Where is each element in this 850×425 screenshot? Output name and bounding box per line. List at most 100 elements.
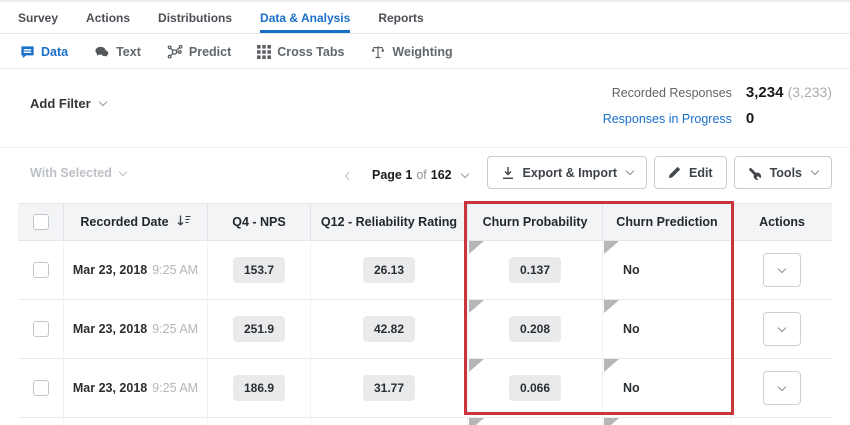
text-chat-icon bbox=[94, 45, 110, 60]
predict-network-icon bbox=[167, 44, 183, 60]
subnav-tab-label: Cross Tabs bbox=[277, 45, 345, 59]
with-selected-label: With Selected bbox=[30, 166, 112, 180]
table-row: Mar 23, 2018 9:25 AM 251.9 42.82 0.208 No bbox=[18, 300, 832, 359]
predicted-value-corner-marker bbox=[469, 241, 484, 254]
recorded-responses-label: Recorded Responses bbox=[611, 86, 732, 100]
sort-descending-icon[interactable] bbox=[177, 215, 191, 230]
column-label: Recorded Date bbox=[80, 215, 169, 229]
page-of-label: of bbox=[416, 168, 427, 182]
row-checkbox[interactable] bbox=[32, 380, 49, 396]
value-pill: 251.9 bbox=[232, 316, 286, 342]
responses-in-progress-link[interactable]: Responses in Progress bbox=[602, 112, 732, 126]
actions-cell bbox=[731, 241, 832, 299]
time-text: 9:25 AM bbox=[152, 381, 199, 395]
chevron-down-icon bbox=[98, 97, 107, 107]
toolbar-buttons: Export & Import Edit Tools bbox=[486, 156, 832, 189]
tools-button[interactable]: Tools bbox=[733, 156, 832, 189]
row-select-cell bbox=[18, 300, 63, 358]
column-header-recorded-date[interactable]: Recorded Date bbox=[63, 204, 207, 240]
column-header-churn-probability[interactable]: Churn Probability bbox=[467, 204, 602, 240]
cross-tabs-grid-icon bbox=[257, 45, 272, 59]
add-filter-label: Add Filter bbox=[30, 96, 91, 111]
row-actions-dropdown-button[interactable] bbox=[763, 312, 801, 346]
column-header-churn-prediction[interactable]: Churn Prediction bbox=[602, 204, 731, 240]
recorded-date-cell: Mar 23, 2018 9:25 AM bbox=[63, 359, 207, 417]
table-row: Mar 23, 2018 9:25 AM 186.9 31.77 0.066 No bbox=[18, 359, 832, 418]
prediction-text: No bbox=[623, 263, 640, 277]
top-nav: Survey Actions Distributions Data & Anal… bbox=[0, 0, 850, 34]
add-filter-dropdown[interactable]: Add Filter bbox=[30, 96, 107, 111]
predicted-value-corner-marker bbox=[469, 418, 484, 425]
prediction-text: No bbox=[623, 322, 640, 336]
download-icon bbox=[501, 166, 515, 180]
value-pill: 26.13 bbox=[362, 257, 416, 283]
row-actions-dropdown-button[interactable] bbox=[763, 253, 801, 287]
page-selector[interactable]: Page 1 of 162 bbox=[372, 168, 469, 182]
value-pill: 31.77 bbox=[362, 375, 416, 401]
previous-page-arrow-icon[interactable] bbox=[343, 163, 355, 187]
recorded-responses-value: 3,234 (3,233) bbox=[746, 84, 832, 101]
predicted-value-corner-marker bbox=[604, 241, 619, 254]
value-pill: 42.82 bbox=[362, 316, 416, 342]
row-checkbox[interactable] bbox=[32, 262, 49, 278]
time-text: 9:25 AM bbox=[152, 322, 199, 336]
time-text: 9:25 AM bbox=[152, 263, 199, 277]
date-text: Mar 23, 2018 bbox=[72, 381, 148, 395]
churn-probability-cell: 0.066 bbox=[467, 359, 602, 417]
reliability-cell bbox=[310, 418, 467, 425]
edit-button[interactable]: Edit bbox=[653, 156, 727, 189]
subnav-tab-label: Weighting bbox=[392, 45, 453, 59]
recorded-count-secondary: (3,233) bbox=[787, 84, 832, 100]
in-progress-value: 0 bbox=[745, 110, 755, 127]
export-import-button[interactable]: Export & Import bbox=[486, 156, 647, 189]
responses-table: Recorded Date Q4 - NPS Q12 - Reliability… bbox=[18, 203, 832, 425]
table-row: Mar 23, 2018 9:25 AM 153.7 26.13 0.137 No bbox=[18, 241, 832, 300]
export-import-label: Export & Import bbox=[522, 165, 617, 180]
predicted-value-corner-marker bbox=[604, 300, 619, 313]
chevron-down-icon bbox=[777, 264, 787, 273]
column-header-q12-reliability[interactable]: Q12 - Reliability Rating bbox=[310, 204, 467, 240]
row-select-cell bbox=[18, 418, 63, 425]
subnav-tab-data[interactable]: Data bbox=[20, 45, 68, 60]
date-text: Mar 23, 2018 bbox=[72, 263, 148, 277]
actions-cell bbox=[731, 359, 832, 417]
subnav-tab-label: Predict bbox=[188, 45, 232, 59]
subnav-tab-cross-tabs[interactable]: Cross Tabs bbox=[257, 45, 344, 59]
select-all-checkbox[interactable] bbox=[32, 214, 49, 230]
actions-cell bbox=[731, 300, 832, 358]
row-actions-dropdown-button[interactable] bbox=[763, 371, 801, 405]
chevron-down-icon bbox=[777, 323, 787, 332]
predicted-value-corner-marker bbox=[604, 359, 619, 372]
nav-tab-survey[interactable]: Survey bbox=[18, 10, 59, 25]
column-header-actions: Actions bbox=[731, 204, 832, 240]
column-header-q4-nps[interactable]: Q4 - NPS bbox=[207, 204, 310, 240]
page-current: Page 1 bbox=[372, 168, 413, 182]
weighting-scale-icon bbox=[370, 44, 386, 60]
predicted-value-corner-marker bbox=[469, 300, 484, 313]
recorded-date-cell: Mar 23, 2018 9:25 AM bbox=[63, 241, 207, 299]
nps-cell: 153.7 bbox=[207, 241, 310, 299]
with-selected-dropdown[interactable]: With Selected bbox=[30, 166, 128, 180]
recorded-date-cell bbox=[63, 418, 207, 425]
row-select-cell bbox=[18, 241, 63, 299]
chevron-down-icon bbox=[118, 167, 128, 176]
recorded-count: 3,234 bbox=[745, 84, 784, 101]
row-select-cell bbox=[18, 359, 63, 417]
value-pill: 0.208 bbox=[508, 316, 562, 342]
date-text: Mar 23, 2018 bbox=[72, 322, 148, 336]
value-pill: 153.7 bbox=[232, 257, 286, 283]
nav-tab-data-analysis[interactable]: Data & Analysis bbox=[260, 2, 351, 33]
row-checkbox[interactable] bbox=[32, 321, 49, 337]
wrench-icon bbox=[748, 166, 762, 180]
nav-tab-reports[interactable]: Reports bbox=[378, 10, 424, 25]
nav-tab-actions[interactable]: Actions bbox=[86, 10, 131, 25]
tools-label: Tools bbox=[769, 165, 802, 180]
pencil-icon bbox=[668, 166, 681, 179]
subnav-tab-predict[interactable]: Predict bbox=[167, 44, 231, 60]
subnav-tab-text[interactable]: Text bbox=[94, 45, 141, 60]
chevron-down-icon bbox=[625, 166, 635, 176]
edit-label: Edit bbox=[688, 165, 713, 180]
subnav-tab-weighting[interactable]: Weighting bbox=[370, 44, 453, 60]
churn-prediction-cell bbox=[602, 418, 731, 425]
nav-tab-distributions[interactable]: Distributions bbox=[158, 10, 233, 25]
